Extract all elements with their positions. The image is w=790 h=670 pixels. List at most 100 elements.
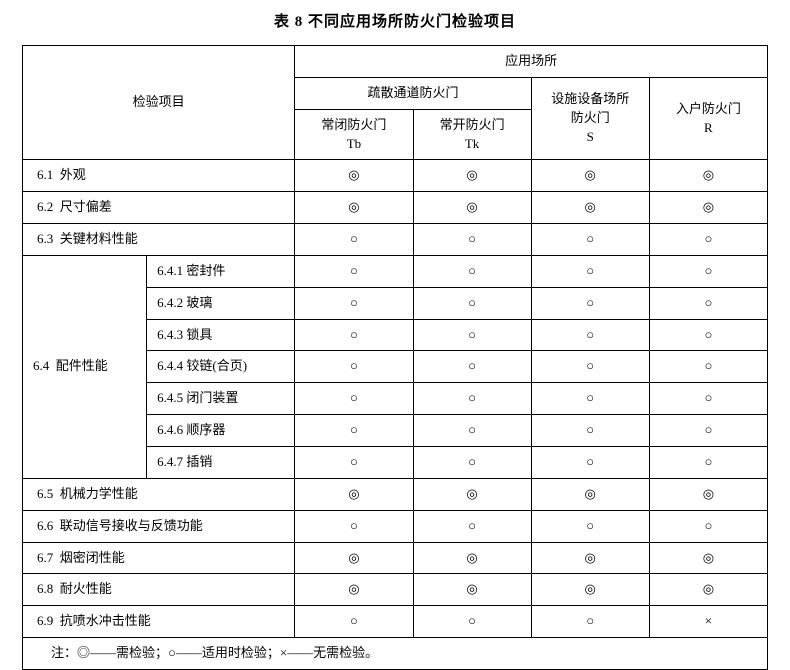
cell-68-s: ◎ [531,574,649,606]
cell-641-name: 6.4.1 密封件 [147,255,295,287]
name-67: 烟密闭性能 [60,550,125,565]
name-63: 关键材料性能 [60,231,138,246]
header-s-line1: 设施设备场所 [551,91,629,106]
cell-643-r: ○ [649,319,767,351]
name-68: 耐火性能 [60,581,112,596]
cell-645-name: 6.4.5 闭门装置 [147,383,295,415]
cell-62-r: ◎ [649,192,767,224]
cell-67-tk: ◎ [413,542,531,574]
cell-69-name: 6.9 抗喷水冲击性能 [23,606,295,638]
cell-641-tk: ○ [413,255,531,287]
cell-63-tb: ○ [295,224,413,256]
cell-66-tb: ○ [295,510,413,542]
code-67: 6.7 [37,550,53,565]
cell-641-r: ○ [649,255,767,287]
cell-643-name: 6.4.3 锁具 [147,319,295,351]
header-tk: 常开防火门 Tk [413,109,531,160]
code-68: 6.8 [37,581,53,596]
cell-61-tk: ◎ [413,160,531,192]
row-641: 6.4 配件性能 6.4.1 密封件 ○ ○ ○ ○ [23,255,768,287]
cell-647-r: ○ [649,446,767,478]
cell-67-s: ◎ [531,542,649,574]
cell-646-tb: ○ [295,415,413,447]
table-title: 表 8 不同应用场所防火门检验项目 [22,10,768,31]
code-62: 6.2 [37,199,53,214]
row-66: 6.6 联动信号接收与反馈功能 ○ ○ ○ ○ [23,510,768,542]
row-65: 6.5 机械力学性能 ◎ ◎ ◎ ◎ [23,478,768,510]
name-61: 外观 [60,167,86,182]
cell-642-s: ○ [531,287,649,319]
row-62: 6.2 尺寸偏差 ◎ ◎ ◎ ◎ [23,192,768,224]
cell-61-tb: ◎ [295,160,413,192]
cell-645-tb: ○ [295,383,413,415]
header-tb-label: 常闭防火门 [321,117,386,132]
cell-65-tk: ◎ [413,478,531,510]
cell-65-r: ◎ [649,478,767,510]
cell-643-tk: ○ [413,319,531,351]
cell-65-name: 6.5 机械力学性能 [23,478,295,510]
cell-61-name: 6.1 外观 [23,160,295,192]
cell-646-s: ○ [531,415,649,447]
cell-62-tk: ◎ [413,192,531,224]
cell-69-tb: ○ [295,606,413,638]
code-66: 6.6 [37,518,53,533]
cell-66-s: ○ [531,510,649,542]
cell-642-name: 6.4.2 玻璃 [147,287,295,319]
cell-645-r: ○ [649,383,767,415]
cell-642-tb: ○ [295,287,413,319]
cell-641-s: ○ [531,255,649,287]
cell-66-name: 6.6 联动信号接收与反馈功能 [23,510,295,542]
header-tk-label: 常开防火门 [440,117,505,132]
header-tb: 常闭防火门 Tb [295,109,413,160]
cell-647-tk: ○ [413,446,531,478]
cell-68-name: 6.8 耐火性能 [23,574,295,606]
cell-642-r: ○ [649,287,767,319]
row-67: 6.7 烟密闭性能 ◎ ◎ ◎ ◎ [23,542,768,574]
code-65: 6.5 [37,486,53,501]
header-r-line1: 入户防火门 [676,101,741,116]
cell-647-name: 6.4.7 插销 [147,446,295,478]
cell-642-tk: ○ [413,287,531,319]
header-s-line2: 防火门 [571,110,610,125]
cell-62-tb: ◎ [295,192,413,224]
code-63: 6.3 [37,231,53,246]
row-63: 6.3 关键材料性能 ○ ○ ○ ○ [23,224,768,256]
cell-63-tk: ○ [413,224,531,256]
cell-644-name: 6.4.4 铰链(合页) [147,351,295,383]
cell-61-s: ◎ [531,160,649,192]
cell-644-tk: ○ [413,351,531,383]
header-tb-code: Tb [347,136,361,151]
row-68: 6.8 耐火性能 ◎ ◎ ◎ ◎ [23,574,768,606]
table-note: 注：◎——需检验；○——适用时检验；×——无需检验。 [23,638,768,670]
cell-644-s: ○ [531,351,649,383]
cell-69-r: × [649,606,767,638]
header-facility: 设施设备场所 防火门 S [531,77,649,160]
cell-67-r: ◎ [649,542,767,574]
cell-643-tb: ○ [295,319,413,351]
header-application: 应用场所 [295,46,768,78]
cell-644-tb: ○ [295,351,413,383]
header-s-code: S [587,129,594,144]
cell-63-r: ○ [649,224,767,256]
cell-647-tb: ○ [295,446,413,478]
cell-67-name: 6.7 烟密闭性能 [23,542,295,574]
cell-68-r: ◎ [649,574,767,606]
row-note: 注：◎——需检验；○——适用时检验；×——无需检验。 [23,638,768,670]
cell-61-r: ◎ [649,160,767,192]
code-64: 6.4 [33,358,49,373]
cell-68-tb: ◎ [295,574,413,606]
header-r-code: R [704,120,713,135]
inspection-table: 检验项目 应用场所 疏散通道防火门 设施设备场所 防火门 S 入户防火门 R 常… [22,45,768,670]
cell-646-tk: ○ [413,415,531,447]
cell-62-name: 6.2 尺寸偏差 [23,192,295,224]
cell-65-tb: ◎ [295,478,413,510]
name-65: 机械力学性能 [60,486,138,501]
row-69: 6.9 抗喷水冲击性能 ○ ○ ○ × [23,606,768,638]
row-61: 6.1 外观 ◎ ◎ ◎ ◎ [23,160,768,192]
header-tk-code: Tk [465,136,479,151]
cell-67-tb: ◎ [295,542,413,574]
cell-646-name: 6.4.6 顺序器 [147,415,295,447]
name-64: 配件性能 [56,358,108,373]
cell-641-tb: ○ [295,255,413,287]
header-item: 检验项目 [23,46,295,160]
